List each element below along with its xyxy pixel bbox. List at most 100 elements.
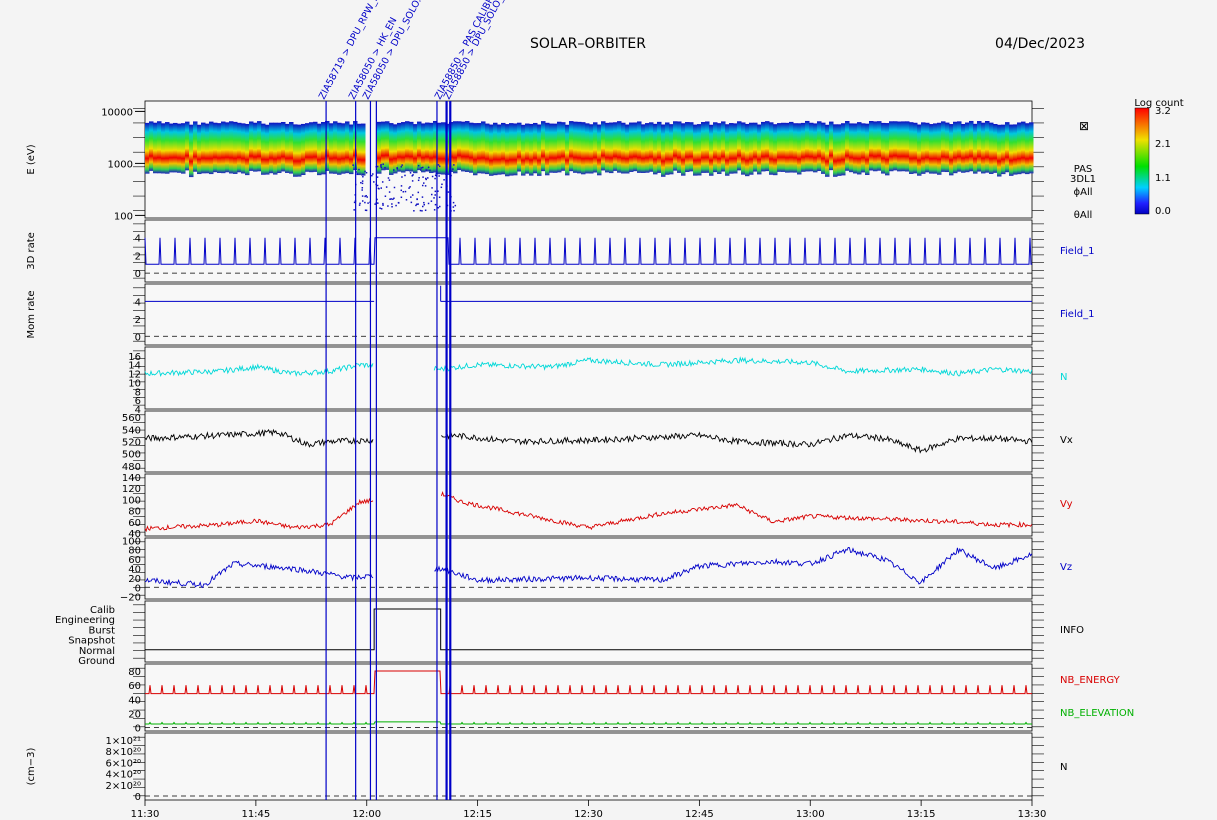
y-axis-label: E (eV) [26, 144, 37, 174]
spectrogram-column [465, 121, 470, 172]
spectrogram-column [825, 124, 830, 177]
spectrogram-column [269, 122, 274, 174]
spectrogram-noise [434, 194, 436, 196]
spectrogram-column [733, 123, 738, 174]
spectrogram-column [961, 123, 966, 173]
spectrogram-column [925, 122, 930, 173]
x-tick-label: 12:00 [352, 809, 381, 820]
spectrogram-noise [452, 206, 455, 208]
spectrogram-noise [413, 210, 415, 212]
spectrogram-noise [401, 164, 403, 166]
spectrogram-noise [382, 163, 384, 165]
spectrogram-noise [424, 209, 427, 212]
y-category-label: Snapshot [68, 636, 115, 647]
spectrogram-noise [437, 164, 440, 166]
spectrogram-noise [387, 177, 390, 179]
spectrogram-column [241, 123, 246, 174]
spectrogram-noise [384, 195, 387, 197]
spectrogram-column [349, 124, 354, 175]
colorbar-label: Log count [1134, 98, 1183, 109]
spectrogram-column [605, 122, 610, 173]
spectrogram-column [769, 122, 774, 175]
spectrogram-column [765, 121, 770, 172]
y-tick-label: 0 [135, 332, 141, 343]
spectrogram-column [1005, 122, 1010, 173]
spectrogram-noise [393, 169, 395, 171]
spectrogram-column [645, 123, 650, 173]
y-tick-label: 40 [128, 529, 141, 540]
y-tick-label: 40 [128, 565, 141, 576]
spectrogram-column [625, 124, 630, 174]
spectrogram-column [189, 124, 194, 178]
spectrogram-column [517, 122, 522, 172]
spectrogram-noise [352, 164, 354, 166]
spectrogram-noise [411, 175, 414, 177]
spectrogram-noise [409, 172, 412, 174]
spectrogram-column [549, 123, 554, 173]
spectrogram-column [913, 122, 918, 174]
label-3d-rate-series: Field_1 [1060, 246, 1094, 257]
y-tick-label: 8×10²⁰ [106, 747, 141, 758]
spectrogram-column [533, 122, 538, 174]
y-tick-label: 80 [128, 667, 141, 678]
spectrogram-column [809, 122, 814, 172]
spectrogram-noise [373, 181, 375, 183]
spectrogram-column [685, 122, 690, 172]
spectrogram-column [629, 122, 634, 172]
y-tick-label: 10 [128, 378, 141, 389]
y-axis-label: 3D rate [26, 232, 37, 270]
spectrogram-column [309, 122, 314, 173]
spectrogram-noise [429, 169, 431, 172]
spectrogram-noise [358, 204, 361, 206]
spectrogram-column [621, 122, 626, 174]
spectrogram-column [1021, 121, 1026, 174]
y-tick-label: 0 [135, 269, 141, 280]
spectrogram-noise [405, 199, 408, 201]
spectrogram-column [317, 123, 322, 176]
spectrogram-column [525, 123, 530, 174]
spectrogram-noise [434, 190, 437, 193]
spectrogram-column [665, 122, 670, 175]
series-vx [144, 428, 374, 448]
spectrogram-noise [411, 180, 414, 182]
y-tick-label: 16 [128, 352, 141, 363]
spectrogram-column [277, 122, 282, 174]
spectro-label: ϕAll [1074, 187, 1093, 198]
spectrogram-column [297, 124, 302, 177]
y-tick-label: 120 [122, 484, 141, 495]
spectrogram-column [529, 123, 534, 176]
spectrogram-column [221, 121, 226, 174]
spectrogram-noise [390, 198, 392, 200]
spectrogram-noise [431, 175, 434, 178]
spectrogram-column [409, 121, 414, 172]
spectrogram-column [969, 120, 974, 172]
spectrogram-column [569, 121, 574, 172]
series-vy [144, 497, 374, 533]
spectrogram-column [905, 121, 910, 172]
spectrogram-noise [380, 166, 382, 169]
spectrogram-column [837, 124, 842, 176]
series-vy [440, 490, 1033, 531]
y-tick-label: 20 [128, 574, 141, 585]
spectrogram-column [237, 122, 242, 173]
label-vz-series: Vz [1060, 562, 1072, 573]
spectrogram-column [1001, 124, 1006, 175]
y-tick-label: 100 [122, 495, 141, 506]
spectrogram-noise [391, 205, 393, 208]
y-tick-label: 140 [122, 473, 141, 484]
panel-frame [144, 537, 1033, 600]
colorbar-tick: 0.0 [1155, 206, 1171, 217]
spectrogram-column [157, 121, 162, 174]
spectrogram-column [585, 123, 590, 174]
spectrogram-column [289, 122, 294, 174]
spectrogram-column [997, 124, 1002, 177]
spectrogram-column [485, 123, 490, 175]
spectrogram-noise [389, 198, 391, 200]
spectrogram-noise [396, 167, 398, 169]
spectrogram-column [893, 121, 898, 171]
spectrogram-noise [441, 183, 443, 186]
spectrogram-column [909, 122, 914, 174]
spectro-label: θAll [1074, 210, 1093, 221]
spectrogram-column [341, 123, 346, 174]
spectrogram-noise [421, 184, 424, 187]
